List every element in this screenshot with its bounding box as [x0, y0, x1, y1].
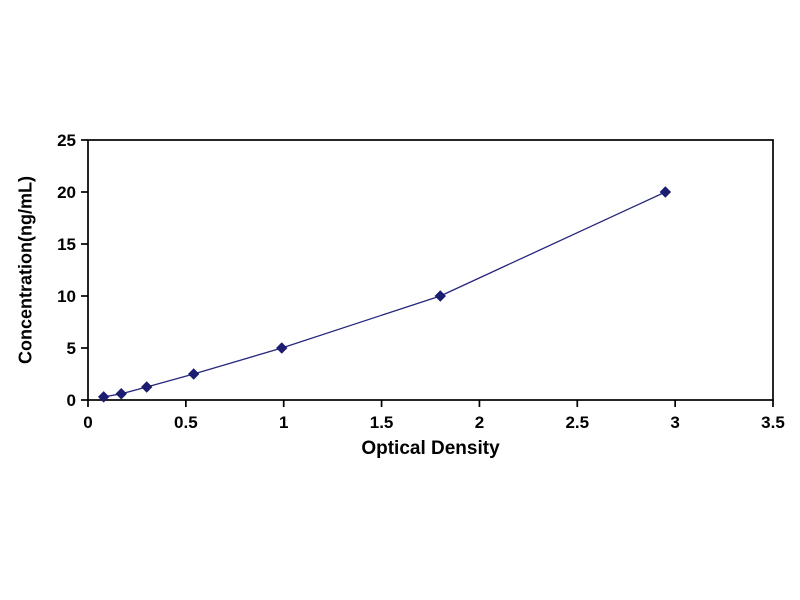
diamond-marker	[141, 381, 153, 393]
diamond-marker	[659, 186, 672, 198]
y-axis-title: Concentration(ng/mL)	[15, 176, 36, 364]
x-tick-label: 0	[83, 413, 92, 432]
x-tick-label: 0.5	[174, 413, 198, 432]
x-tick-label: 3.5	[761, 413, 785, 432]
plot-frame	[87, 139, 774, 401]
diamond-marker	[276, 342, 288, 354]
diamond-marker	[97, 391, 110, 403]
y-tick-label: 20	[57, 183, 76, 202]
x-axis-title: Optical Density	[361, 438, 500, 459]
y-tick-label: 0	[67, 391, 76, 410]
diamond-marker	[115, 388, 127, 400]
x-tick-label: 2.5	[565, 413, 589, 432]
x-tick-label: 1.5	[370, 413, 394, 432]
diamond-marker	[434, 290, 446, 302]
y-tick-label: 5	[67, 339, 76, 358]
y-tick-label: 10	[57, 287, 76, 306]
y-tick-label: 15	[57, 235, 76, 254]
y-tick-label: 25	[57, 131, 76, 150]
x-tick-label: 3	[670, 413, 679, 432]
x-tick-label: 2	[475, 413, 484, 432]
series-line	[103, 191, 666, 398]
x-tick-label: 1	[279, 413, 288, 432]
diamond-marker	[187, 368, 200, 380]
